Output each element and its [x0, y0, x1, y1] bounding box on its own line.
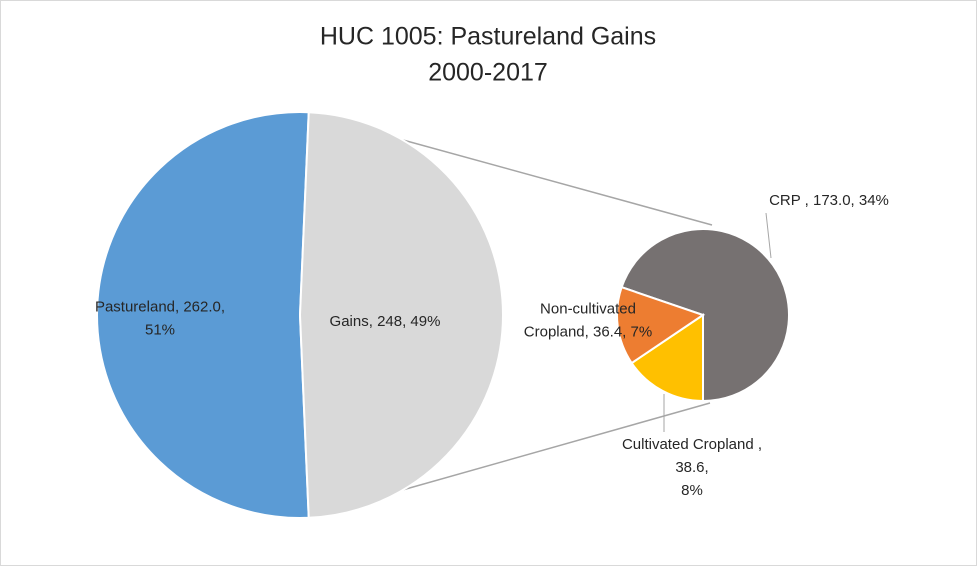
pie-slice: [616, 285, 706, 365]
leader-line: [765, 212, 772, 259]
pie-slice: [630, 313, 704, 403]
data-label: 38.6,: [675, 459, 708, 476]
pie-slice: [298, 111, 504, 519]
chart-title: 2000-2017: [428, 59, 548, 87]
data-label: 51%: [145, 321, 175, 338]
data-label: Cultivated Cropland ,: [622, 436, 762, 453]
data-label: Non-cultivated: [540, 300, 636, 317]
data-label: 8%: [681, 482, 703, 499]
data-label: CRP , 173.0, 34%: [769, 192, 889, 209]
data-label: Gains, 248, 49%: [330, 313, 441, 330]
data-label: Cropland, 36.4, 7%: [524, 323, 652, 340]
pie-slice: [620, 228, 790, 403]
chart-title: HUC 1005: Pastureland Gains: [320, 23, 656, 51]
data-label: Pastureland, 262.0,: [95, 298, 225, 315]
pie-slice: [95, 111, 310, 519]
